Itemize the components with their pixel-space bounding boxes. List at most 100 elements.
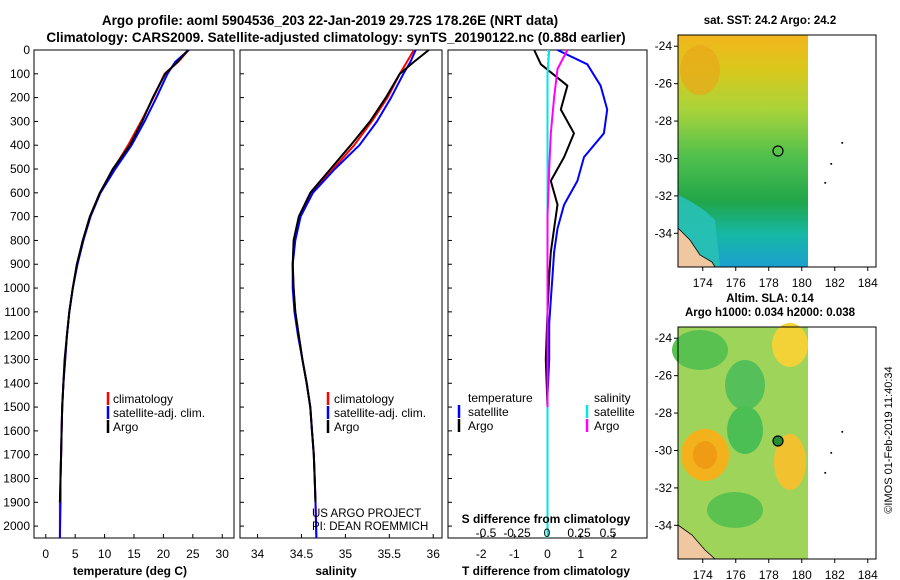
sla-map-title2: Argo h1000: 0.034 h2000: 0.038: [685, 307, 856, 319]
x-tick-label: -2: [476, 547, 487, 561]
sla-lon-ticks: 174 176 178 180 182 184: [693, 559, 878, 580]
island: ▪: [824, 180, 827, 187]
depth-tick-label: 1200: [3, 329, 30, 343]
x-tick-label: 35.5: [378, 547, 402, 561]
salinity-x-ticks: 34 34.5 35 35.5 36: [251, 534, 440, 561]
s-diff-tick: -0.5: [476, 526, 497, 540]
x-tick-label: -1: [509, 547, 520, 561]
lat-tick-label: -26: [655, 77, 673, 91]
x-tick-label: 1: [577, 547, 584, 561]
s-diff-tick: 0.5: [600, 526, 617, 540]
s-diff-tick: 0: [544, 526, 551, 540]
depth-tick-label: 700: [10, 210, 30, 224]
sst-lat-ticks: -24 -26 -28 -30 -32 -34: [655, 39, 678, 240]
lon-tick-label: 180: [792, 276, 812, 290]
sla-map-title1: Altim. SLA: 0.14: [726, 293, 814, 305]
legend-s-argo2: Argo: [594, 419, 620, 433]
sla-map: Altim. SLA: 0.14 Argo h1000: 0.034 h2000…: [655, 293, 878, 580]
lat-tick-label: -30: [655, 443, 673, 457]
salinity-y-ticks: [240, 49, 244, 527]
lat-tick-label: -30: [655, 151, 673, 165]
legend-s-satellite: satellite: [594, 405, 635, 419]
s-diff-tick: -0.25: [503, 526, 531, 540]
lon-tick-label: 184: [858, 568, 878, 580]
lat-tick-label: -34: [655, 226, 673, 240]
difference-y-ticks: [448, 49, 452, 527]
sst-argo-location: [772, 145, 784, 157]
lon-tick-label: 176: [726, 276, 746, 290]
x-tick-label: 30: [216, 547, 230, 561]
x-tick-label: 10: [98, 547, 112, 561]
depth-tick-label: 800: [10, 233, 30, 247]
lon-tick-label: 174: [693, 276, 713, 290]
sst-warm-patch: [680, 45, 720, 95]
salinity-legend: climatology satellite-adj. clim. Argo: [326, 392, 426, 434]
difference-legend: temperature satellite Argo salinity sate…: [457, 391, 635, 433]
sla-lat-ticks: -24 -26 -28 -30 -32 -34: [655, 331, 678, 532]
island: ▪: [824, 470, 827, 477]
temperature-panel: 0100200300400500600700800900100011001200…: [3, 43, 235, 578]
depth-tick-label: 1100: [4, 305, 30, 319]
salinity-axes: [239, 49, 443, 539]
difference-lines: [533, 49, 609, 538]
sla-blob: [774, 434, 806, 490]
legend-temperature-header: temperature: [468, 391, 533, 405]
lon-tick-label: 178: [759, 276, 779, 290]
depth-tick-label: 400: [10, 138, 30, 152]
depth-tick-label: 200: [10, 91, 30, 105]
lon-tick-label: 184: [858, 276, 878, 290]
depth-tick-label: 1700: [3, 448, 30, 462]
sst-lon-ticks: 174 176 178 180 182 184: [693, 267, 878, 290]
s-difference-ticks: -0.5 -0.25 0 0.25 0.5: [476, 526, 617, 540]
x-tick-label: 0: [544, 547, 551, 561]
x-tick-label: 25: [186, 547, 200, 561]
lon-tick-label: 174: [693, 568, 713, 580]
credit-project: US ARGO PROJECT: [312, 508, 421, 520]
lat-tick-label: -26: [655, 369, 673, 383]
x-tick-label: 2: [610, 547, 617, 561]
legend-s-argo: Argo: [334, 420, 360, 434]
x-tick-label: 20: [157, 547, 171, 561]
island: ▪: [841, 429, 844, 436]
legend-s-satellite-adj: satellite-adj. clim.: [334, 406, 426, 420]
depth-tick-label: 300: [10, 114, 30, 128]
x-tick-label: 34.5: [290, 547, 314, 561]
depth-tick-label: 500: [10, 162, 30, 176]
depth-tick-label: 1600: [3, 424, 30, 438]
legend-argo: Argo: [113, 420, 139, 434]
depth-tick-label: 1800: [3, 471, 30, 485]
depth-tick-label: 0: [23, 43, 30, 57]
depth-tick-label: 1400: [3, 376, 30, 390]
sla-map-frame: [677, 326, 877, 560]
legend-t-satellite: satellite: [468, 405, 509, 419]
island: ▪: [841, 140, 844, 147]
salinity-panel: 34 34.5 35 35.5 36 salinity climatology sate…: [239, 49, 443, 578]
temperature-legend: climatology satellite-adj. clim. Argo: [106, 392, 205, 434]
lon-tick-label: 182: [825, 568, 845, 580]
s-diff-tick: 0.25: [567, 526, 591, 540]
legend-satellite-adj: satellite-adj. clim.: [113, 406, 205, 420]
series-argo: [291, 49, 430, 503]
lat-tick-label: -28: [655, 406, 673, 420]
lon-tick-label: 182: [825, 276, 845, 290]
island: ▪: [830, 161, 833, 168]
lat-tick-label: -34: [655, 518, 673, 532]
temperature-lines: [58, 49, 190, 539]
difference-x-ticks: -2 -1 0 1 2: [476, 534, 617, 561]
series-argo: [58, 49, 189, 503]
island: ▪: [830, 450, 833, 457]
credit-pi: PI: DEAN ROEMMICH: [312, 521, 428, 533]
legend-t-argo: Argo: [468, 419, 494, 433]
temperature-x-ticks: 0 5 10 15 20 25 30: [42, 534, 229, 561]
temperature-axes: [33, 49, 235, 539]
depth-tick-label: 1300: [3, 352, 30, 366]
imos-stamp: ©IMOS 01-Feb-2019 11:40:34: [883, 366, 895, 513]
lat-tick-label: -24: [655, 331, 673, 345]
legend-climatology: climatology: [113, 392, 173, 406]
legend-s-climatology: climatology: [334, 392, 394, 406]
depth-tick-label: 1500: [3, 400, 30, 414]
depth-axis: 0 100 200 300 400 500 600 700 800 900 1000 1100 1200…: [3, 43, 38, 533]
salinity-lines: [291, 49, 430, 539]
depth-tick-label: 900: [10, 257, 30, 271]
x-tick-label: 35: [339, 547, 353, 561]
